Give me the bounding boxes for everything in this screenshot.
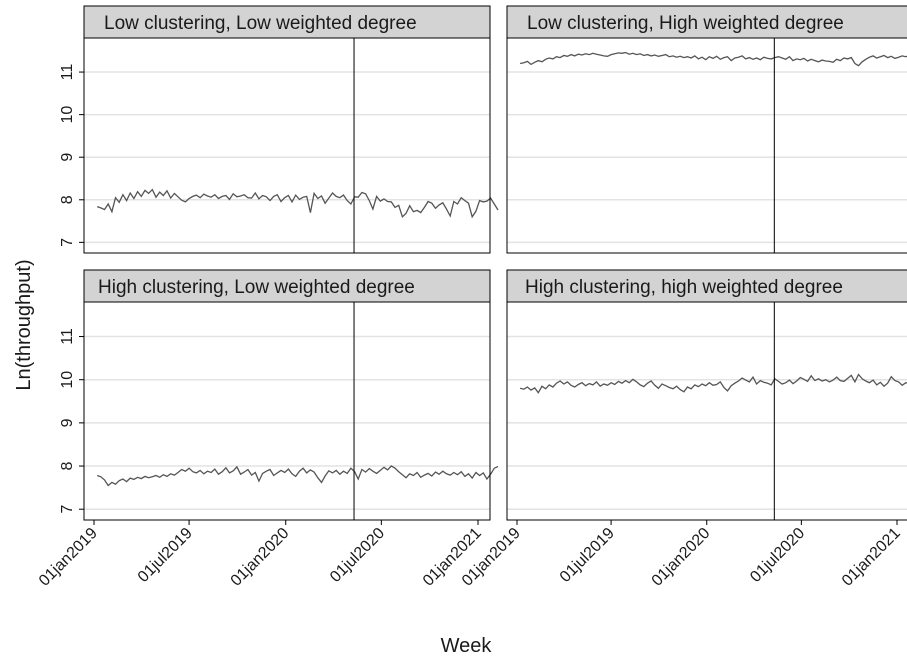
plot-area bbox=[507, 302, 907, 520]
y-tick-label: 8 bbox=[59, 195, 76, 204]
grid-lines bbox=[84, 335, 490, 510]
series-line bbox=[519, 373, 907, 394]
x-tick-label: 01jul2019 bbox=[557, 525, 618, 586]
panel-2: High clustering, Low weighted degree bbox=[83, 269, 499, 521]
series-line bbox=[96, 188, 499, 219]
y-tick-label: 10 bbox=[59, 106, 76, 124]
strip-background bbox=[506, 5, 907, 39]
panel-3: High clustering, high weighted degree bbox=[506, 269, 907, 521]
panel-title: Low clustering, Low weighted degree bbox=[104, 13, 417, 34]
series-line bbox=[519, 51, 907, 67]
y-tick-label: 11 bbox=[59, 328, 76, 345]
y-tick-label: 9 bbox=[59, 153, 76, 162]
panel-0: Low clustering, Low weighted degree bbox=[83, 5, 499, 254]
x-tick-label: 01jan2020 bbox=[228, 525, 293, 590]
plot-area bbox=[507, 38, 907, 253]
y-tick-label: 7 bbox=[59, 505, 76, 514]
y-tick-label: 8 bbox=[59, 461, 76, 470]
series-line bbox=[96, 465, 499, 487]
grid-lines bbox=[507, 71, 907, 244]
plot-area bbox=[84, 302, 490, 520]
y-tick-label: 11 bbox=[59, 64, 76, 81]
x-tick-label: 01jul2020 bbox=[327, 525, 388, 586]
y-tick-label: 10 bbox=[59, 371, 76, 389]
grid-lines bbox=[84, 71, 490, 244]
y-axis-ticks: 7 8 9 10 11 7 8 9 10 11 bbox=[59, 64, 84, 514]
x-tick-label: 01jan2020 bbox=[649, 525, 714, 590]
strip-background bbox=[83, 5, 491, 39]
x-axis-title: Week bbox=[441, 635, 493, 657]
y-tick-label: 9 bbox=[59, 418, 76, 427]
x-tick-label: 01jan2019 bbox=[36, 525, 101, 590]
y-tick-label: 7 bbox=[59, 238, 76, 247]
grid-lines bbox=[507, 335, 907, 510]
strip-background bbox=[83, 269, 491, 303]
strip-background bbox=[506, 269, 907, 303]
panel-1: Low clustering, High weighted degree bbox=[506, 5, 907, 254]
x-axis-ticks: 01jan2019 01jul2019 01jan2020 01jul2020 01ja… bbox=[36, 520, 904, 590]
y-axis-title: Ln(throughput) bbox=[13, 259, 35, 390]
x-tick-label: 01jul2020 bbox=[747, 525, 808, 586]
plot-area bbox=[84, 38, 490, 253]
x-tick-label: 01jan2021 bbox=[839, 525, 904, 590]
panel-title: Low clustering, High weighted degree bbox=[527, 13, 844, 34]
panel-title: High clustering, high weighted degree bbox=[525, 277, 843, 298]
x-tick-label: 01jul2019 bbox=[135, 525, 196, 586]
panel-title: High clustering, Low weighted degree bbox=[98, 277, 415, 298]
